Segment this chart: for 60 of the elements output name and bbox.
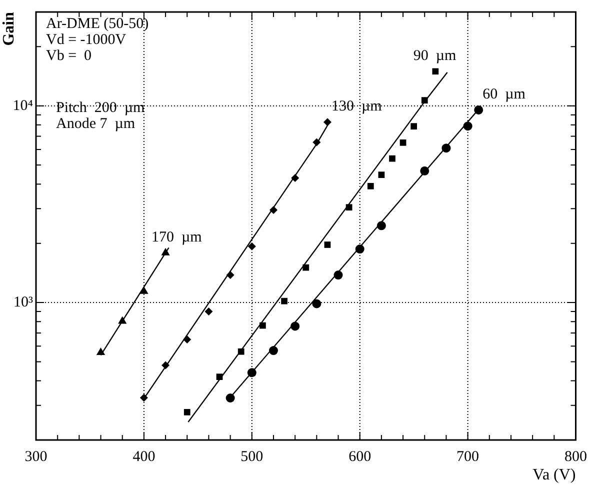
- annotation: Vb = 0: [46, 48, 93, 64]
- point: [420, 166, 430, 176]
- point: [334, 270, 343, 280]
- point: [281, 298, 288, 304]
- point: [269, 206, 278, 214]
- series-label: 60 µm: [482, 86, 526, 102]
- x-tick-label: 500: [240, 448, 264, 465]
- point: [290, 322, 300, 331]
- point: [248, 242, 256, 250]
- annotation: Anode 7 µm: [56, 116, 136, 132]
- point: [247, 368, 256, 378]
- y-tick-label: 10³: [14, 294, 34, 310]
- series-label: 130 µm: [331, 98, 382, 115]
- x-axis-title: Va (V): [532, 466, 576, 484]
- series-label: 90 µm: [413, 48, 457, 64]
- annotation: Vd = -1000V: [46, 32, 128, 48]
- series-label: 170 µm: [152, 229, 202, 246]
- x-tick-label: 600: [348, 448, 372, 465]
- point: [226, 394, 235, 403]
- x-tick-label: 300: [24, 448, 48, 465]
- point: [140, 394, 148, 402]
- x-tick-label: 700: [456, 448, 480, 465]
- point: [204, 308, 213, 316]
- annotation: Pitch 200 µm: [56, 100, 146, 116]
- y-axis-title: Gain: [0, 12, 18, 46]
- x-tick-label: 800: [564, 448, 587, 465]
- point: [474, 105, 484, 114]
- point: [346, 204, 352, 211]
- point: [216, 374, 223, 380]
- point: [312, 299, 322, 308]
- point: [96, 348, 106, 356]
- point: [410, 123, 418, 130]
- x-tick-label: 400: [132, 448, 156, 465]
- point: [184, 409, 190, 416]
- point: [312, 138, 321, 146]
- point: [162, 361, 170, 370]
- point: [442, 144, 451, 153]
- point: [226, 271, 234, 280]
- point: [367, 182, 374, 190]
- point: [463, 122, 472, 131]
- annotation: Ar-DME (50-50): [46, 16, 149, 32]
- point: [376, 221, 386, 230]
- point: [324, 242, 331, 248]
- point: [400, 139, 406, 146]
- point: [260, 322, 266, 329]
- point: [118, 316, 127, 324]
- y-tick-label: 10⁴: [12, 98, 33, 114]
- point: [389, 155, 396, 162]
- point: [378, 172, 385, 178]
- point: [291, 174, 300, 182]
- point: [302, 264, 310, 271]
- point: [140, 286, 148, 294]
- point: [323, 118, 332, 126]
- point: [355, 244, 364, 254]
- point: [432, 68, 439, 75]
- point: [161, 248, 170, 256]
- point: [183, 335, 192, 344]
- point: [421, 97, 428, 104]
- point: [238, 348, 244, 355]
- point: [268, 346, 278, 356]
